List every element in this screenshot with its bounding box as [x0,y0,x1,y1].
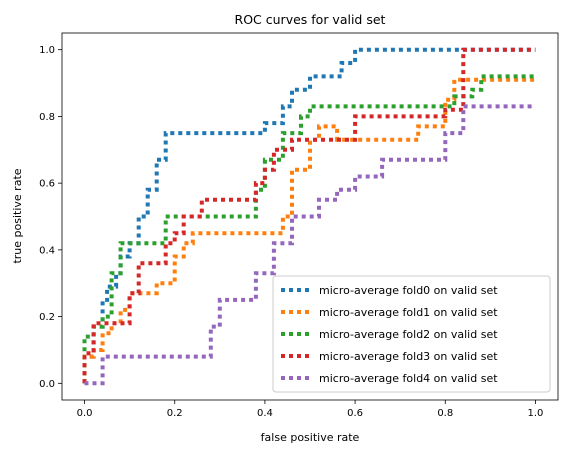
legend-label-fold4: micro-average fold4 on valid set [319,372,498,385]
legend-label-fold2: micro-average fold2 on valid set [319,328,498,341]
x-tick-label: 0.0 [77,408,93,419]
y-tick-label: 0.8 [39,112,55,123]
y-tick-label: 0.2 [39,312,55,323]
chart-title: ROC curves for valid set [235,12,386,27]
legend-label-fold3: micro-average fold3 on valid set [319,350,498,363]
x-tick-label: 0.8 [437,408,453,419]
y-tick-label: 0.4 [39,245,55,256]
x-axis-label: false positive rate [261,431,360,444]
legend-label-fold0: micro-average fold0 on valid set [319,284,498,297]
x-tick-label: 0.6 [347,408,363,419]
x-tick-label: 0.4 [257,408,273,419]
y-axis-label: true positive rate [11,168,24,263]
legend-label-fold1: micro-average fold1 on valid set [319,306,498,319]
x-tick-label: 0.2 [167,408,183,419]
y-tick-label: 1.0 [39,45,55,56]
legend: micro-average fold0 on valid set micro-av… [273,276,550,392]
y-tick-label: 0.6 [39,179,55,190]
x-tick-label: 1.0 [528,408,544,419]
y-tick-label: 0.0 [39,379,55,390]
